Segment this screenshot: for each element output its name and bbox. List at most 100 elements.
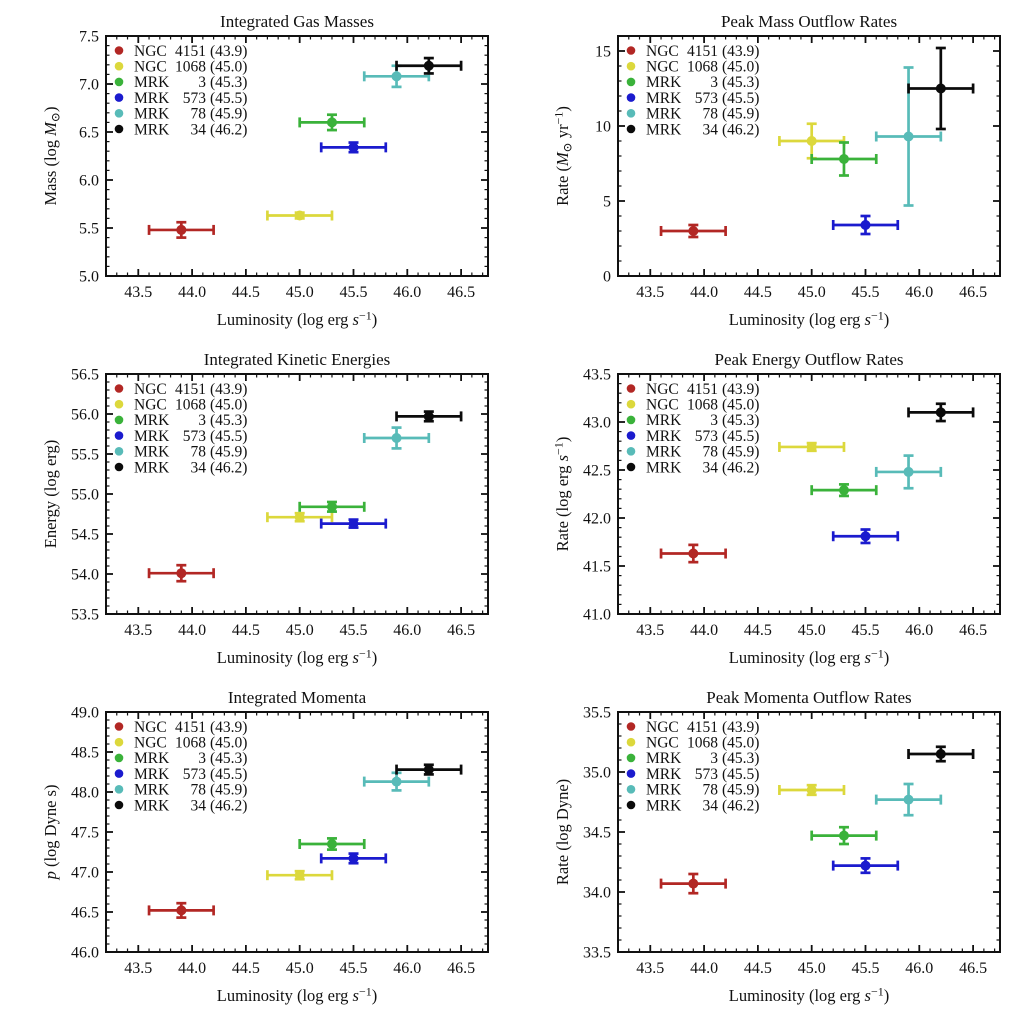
legend-luminosity: (45.0) — [210, 735, 247, 752]
legend-number: 78 — [703, 106, 719, 123]
plot-canvas: 43.5 44.0 44.5 45.0 45.5 46.0 46.5 41.0 41.5 42.0… — [552, 367, 1001, 667]
legend-dot-mrk-3 — [626, 415, 636, 425]
data-point-ngc-1068 — [266, 210, 334, 221]
chart-svg-peak-momenta-outflow-rates: Peak Momenta Outflow Rates 43.5 44.0 44.5 4… — [553, 688, 1001, 1006]
legend-name: MRK — [134, 782, 170, 799]
y-tick-label: 56.0 — [71, 407, 99, 424]
x-tick-label: 44.0 — [690, 622, 718, 639]
data-point-mrk-573 — [831, 528, 900, 545]
legend-number: 1068 — [175, 735, 206, 752]
legend-number: 1068 — [687, 59, 718, 76]
x-axis-label: Luminosity (log erg s−1) — [729, 985, 890, 1006]
y-axis-label: Rate (log erg s−1) — [552, 437, 573, 552]
legend-name: NGC — [134, 43, 167, 60]
legend-dot-ngc-4151 — [114, 384, 124, 393]
y-tick-label: 49.0 — [71, 705, 99, 722]
legend-number: 573 — [183, 90, 207, 107]
data-point-mrk-78 — [362, 426, 431, 450]
data-point-ngc-4151 — [659, 543, 727, 564]
legend-luminosity: (46.2) — [210, 459, 247, 476]
legend-dot-mrk-573 — [626, 769, 636, 778]
legend-number: 1068 — [175, 59, 206, 76]
legend-dot-mrk-78 — [114, 447, 124, 456]
axes-frame — [105, 35, 489, 277]
legend-name: NGC — [646, 719, 679, 736]
data-point-mrk-573 — [319, 141, 388, 154]
legend-number: 78 — [191, 444, 207, 461]
y-tick-label: 5 — [603, 194, 611, 211]
chart-title: Integrated Gas Masses — [220, 12, 374, 31]
data-point-mrk-34 — [907, 46, 975, 131]
plot-canvas: 43.5 44.0 44.5 45.0 45.5 46.0 46.5 33.5 34.0 34.5… — [553, 705, 1001, 1006]
legend: NGC 4151 (43.9) NGC 1068 (45.0) MRK 3 (45.3) MRK 5… — [626, 381, 759, 476]
x-tick-label: 44.5 — [744, 622, 772, 639]
legend: NGC 4151 (43.9) NGC 1068 (45.0) MRK 3 (45.3) MRK 5… — [626, 43, 759, 138]
legend-dot-mrk-78 — [626, 109, 636, 118]
legend-dot-mrk-34 — [114, 124, 124, 134]
legend-name: NGC — [646, 59, 679, 76]
y-tick-label: 53.5 — [71, 607, 99, 624]
legend-name: MRK — [646, 750, 682, 767]
y-tick-label: 46.5 — [71, 905, 99, 922]
legend-luminosity: (43.9) — [210, 381, 247, 398]
y-tick-label: 55.5 — [71, 447, 99, 464]
x-tick-label: 44.5 — [744, 960, 772, 977]
legend-luminosity: (46.2) — [210, 797, 247, 814]
legend-name: MRK — [134, 750, 170, 767]
legend-number: 3 — [198, 412, 206, 429]
legend-dot-mrk-573 — [626, 431, 636, 440]
data-point-ngc-4151 — [659, 223, 727, 239]
x-axis-label: Luminosity (log erg s−1) — [217, 985, 378, 1006]
legend-luminosity: (45.3) — [722, 412, 759, 429]
legend-luminosity: (45.3) — [210, 750, 247, 767]
data-series — [659, 46, 975, 239]
axis-ticks — [617, 711, 1000, 953]
legend-name: MRK — [646, 90, 682, 107]
chart-cell-integrated-gas-masses: Integrated Gas Masses 43.5 44.0 44.5 45.0 45… — [0, 0, 512, 338]
legend-number: 34 — [703, 459, 719, 476]
legend-number: 34 — [703, 797, 719, 814]
y-tick-label: 33.5 — [583, 945, 611, 962]
legend-number: 1068 — [687, 735, 718, 752]
y-tick-label: 6.5 — [79, 125, 99, 142]
data-series — [147, 56, 463, 239]
x-tick-label: 45.0 — [286, 960, 314, 977]
x-tick-label: 45.0 — [798, 622, 826, 639]
legend-number: 34 — [703, 121, 719, 138]
data-point-mrk-3 — [810, 141, 878, 177]
legend-number: 4151 — [687, 719, 718, 736]
x-tick-label: 44.0 — [690, 960, 718, 977]
x-tick-label: 44.0 — [690, 284, 718, 301]
tick-labels: 43.5 44.0 44.5 45.0 45.5 46.0 46.5 46.0 46.5 47.0… — [71, 705, 475, 978]
x-axis-label: Luminosity (log erg s−1) — [217, 647, 378, 668]
legend-luminosity: (45.0) — [210, 59, 247, 76]
tick-labels: 43.5 44.0 44.5 45.0 45.5 46.0 46.5 0 5 10 15 — [595, 44, 987, 302]
y-tick-label: 55.0 — [71, 487, 99, 504]
x-axis-label: Luminosity (log erg s−1) — [729, 309, 890, 330]
legend: NGC 4151 (43.9) NGC 1068 (45.0) MRK 3 (45.3) MRK 5… — [114, 381, 247, 476]
legend-number: 573 — [695, 766, 719, 783]
legend-dot-mrk-573 — [626, 93, 636, 102]
x-tick-label: 46.5 — [447, 284, 475, 301]
data-point-mrk-78 — [874, 454, 943, 490]
data-point-mrk-3 — [298, 837, 366, 851]
x-tick-label: 46.0 — [393, 622, 421, 639]
chart-svg-integrated-momenta: Integrated Momenta 43.5 44.0 44.5 45.0 45.5 4… — [41, 688, 489, 1006]
chart-title: Peak Mass Outflow Rates — [721, 12, 897, 31]
legend-number: 3 — [710, 74, 718, 91]
legend-dot-mrk-78 — [626, 447, 636, 456]
legend-name: MRK — [134, 121, 170, 138]
legend-dot-mrk-34 — [114, 800, 124, 810]
legend-dot-ngc-4151 — [626, 384, 636, 393]
y-tick-label: 15 — [595, 44, 611, 61]
legend-dot-ngc-4151 — [626, 46, 636, 55]
legend-name: MRK — [646, 766, 682, 783]
legend-dot-mrk-573 — [114, 431, 124, 440]
axis-ticks — [617, 35, 1000, 277]
legend-name: MRK — [646, 459, 682, 476]
y-tick-label: 42.5 — [583, 463, 611, 480]
y-axis-label: Mass (log M⊙) — [41, 107, 63, 206]
x-tick-label: 43.5 — [636, 622, 664, 639]
x-tick-label: 44.0 — [178, 622, 206, 639]
